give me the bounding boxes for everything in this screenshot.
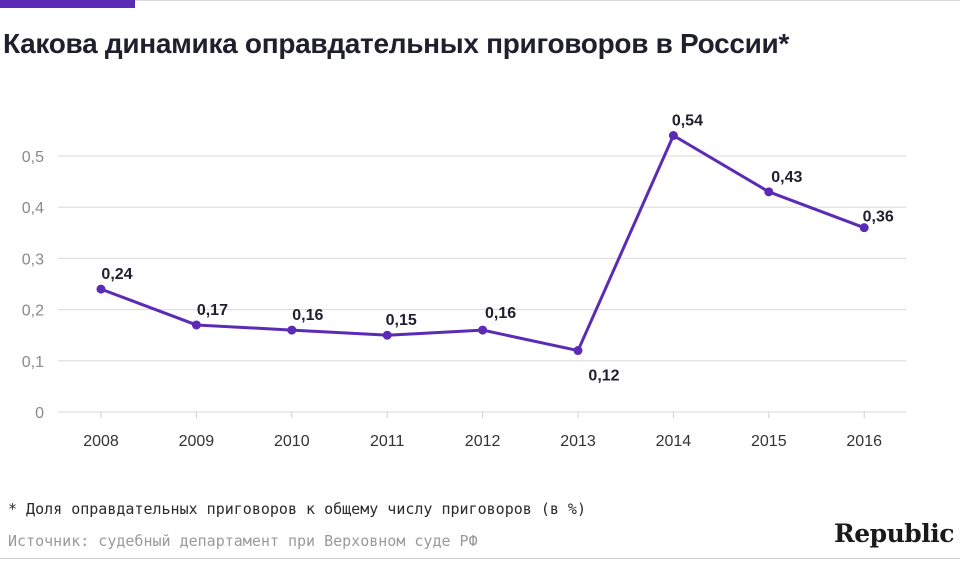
accent-bar [0, 0, 135, 8]
x-tick-label: 2009 [179, 433, 215, 450]
republic-logo: Republic [833, 519, 955, 548]
y-tick-label: 0 [35, 405, 44, 422]
data-label: 0,36 [863, 209, 894, 226]
grid: 0 0,1 0,2 0,3 0,4 0,5 [22, 149, 906, 422]
data-label: 0,17 [197, 302, 228, 319]
data-point [191, 320, 201, 330]
data-point [96, 284, 106, 294]
x-tick-label: 2012 [465, 433, 501, 450]
series [96, 131, 869, 356]
y-tick-label: 0,5 [22, 149, 44, 166]
top-rule [135, 0, 960, 1]
data-labels: 0,24 0,17 0,16 0,15 0,16 0,12 0,54 0,43 0,36 [101, 113, 893, 385]
x-tick-label: 2016 [846, 433, 882, 450]
data-point [859, 223, 869, 233]
x-tick-label: 2010 [274, 433, 310, 450]
x-tick-label: 2011 [370, 433, 405, 450]
x-tick-label: 2008 [83, 433, 119, 450]
footnote: * Доля оправдательных приговоров к общем… [8, 500, 586, 518]
chart-title: Какова динамика оправдательных приговоро… [3, 28, 790, 59]
bottom-rule [0, 558, 960, 559]
data-point [764, 187, 774, 197]
data-label: 0,12 [588, 368, 619, 385]
x-tick-label: 2015 [751, 433, 787, 450]
data-point [478, 325, 488, 335]
line-chart: 0 0,1 0,2 0,3 0,4 0,5 2008 2009 2010 2011 2012 201… [22, 113, 906, 450]
data-point [382, 330, 392, 340]
data-label: 0,15 [386, 312, 417, 329]
data-point [287, 325, 297, 335]
data-point [573, 346, 583, 356]
y-tick-label: 0,2 [22, 303, 44, 320]
data-label: 0,24 [101, 266, 132, 283]
data-label: 0,16 [485, 305, 516, 322]
y-tick-label: 0,1 [22, 354, 44, 371]
data-label: 0,43 [771, 169, 802, 186]
x-tick-label: 2013 [560, 433, 596, 450]
data-label: 0,16 [292, 307, 323, 324]
x-axis: 2008 2009 2010 2011 2012 2013 2014 2015 2016 [83, 412, 882, 450]
data-point [668, 131, 678, 141]
y-tick-label: 0,3 [22, 251, 44, 268]
y-tick-label: 0,4 [22, 200, 44, 217]
data-label: 0,54 [672, 113, 703, 130]
source-note: Источник: судебный департамент при Верхо… [8, 532, 478, 550]
x-tick-label: 2014 [656, 433, 692, 450]
